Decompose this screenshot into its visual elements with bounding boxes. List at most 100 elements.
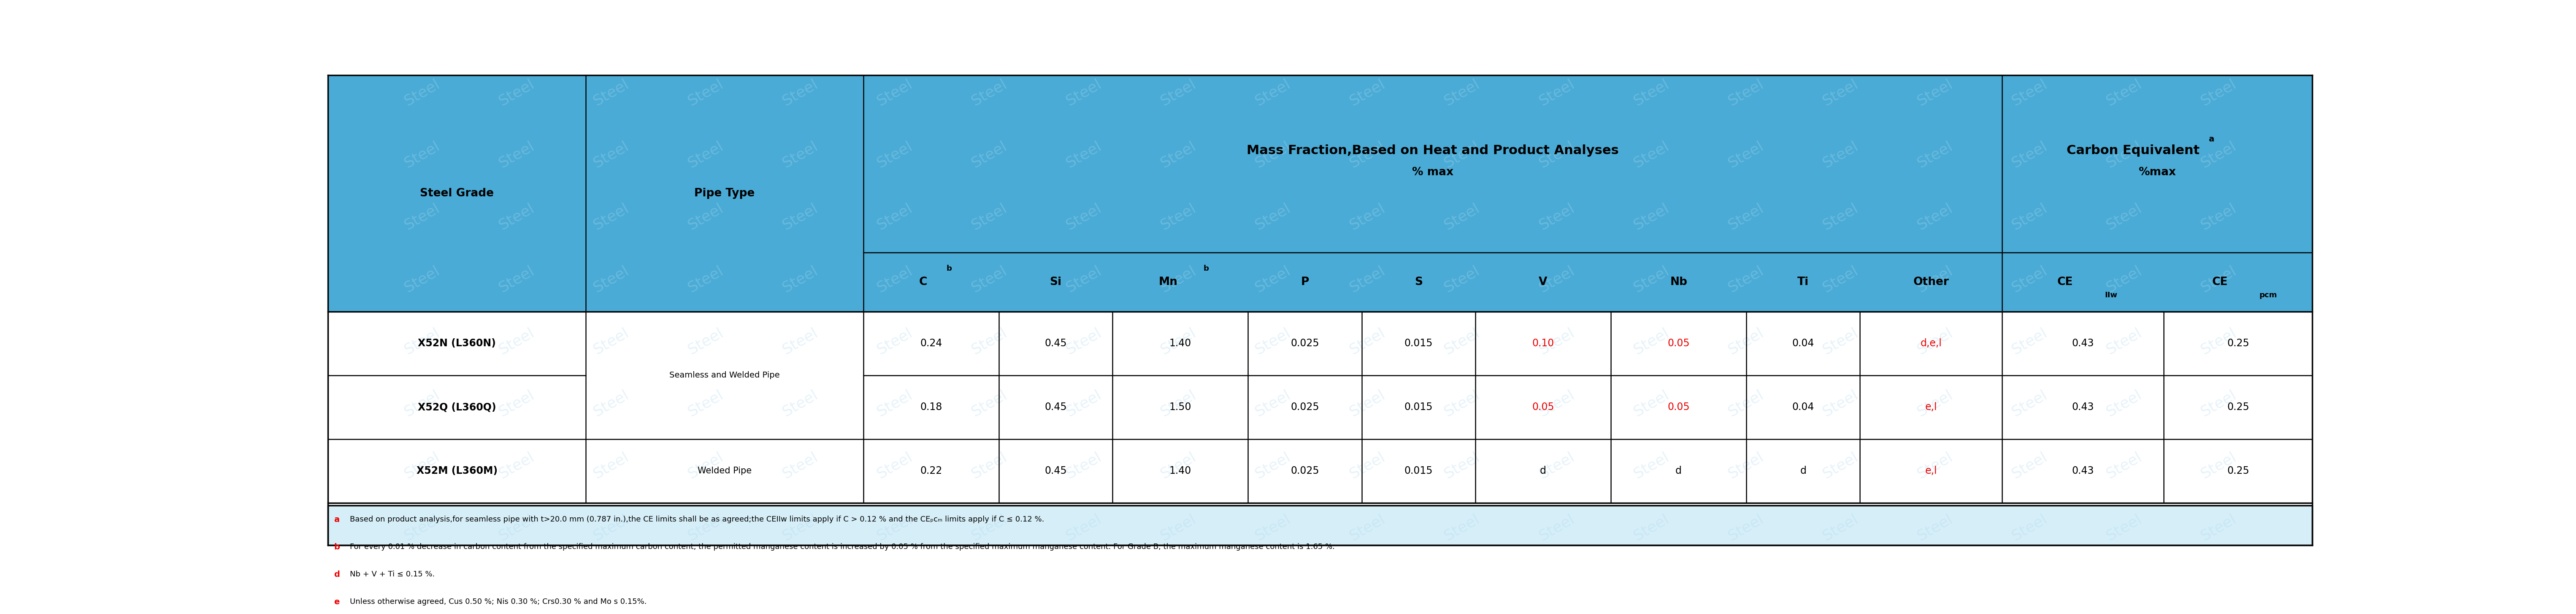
Text: a: a [335,516,340,524]
Text: Steel: Steel [1821,201,1860,233]
Text: Steel: Steel [1159,449,1198,481]
Text: Steel: Steel [873,387,914,419]
Text: Steel: Steel [1347,263,1388,295]
Text: Steel: Steel [2009,201,2050,233]
Text: 0.25: 0.25 [2228,338,2249,349]
Text: Steel: Steel [497,201,536,233]
Text: Steel: Steel [1064,387,1105,419]
Text: Steel: Steel [2009,263,2050,295]
Text: Ti: Ti [1798,276,1808,287]
Text: Steel: Steel [1726,77,1767,109]
Text: Steel: Steel [1535,263,1577,295]
Text: Steel: Steel [2105,201,2143,233]
Text: Unless otherwise agreed, Cus 0.50 %; Nis 0.30 %; Crs0.30 % and Mo s 0.15%.: Unless otherwise agreed, Cus 0.50 %; Nis… [350,598,647,605]
Text: Steel: Steel [1443,139,1481,171]
Text: 0.10: 0.10 [1533,338,1553,349]
Text: 0.25: 0.25 [2228,402,2249,412]
Text: 0.05: 0.05 [1533,402,1553,412]
Text: Steel: Steel [1064,139,1105,171]
Text: Steel: Steel [1159,263,1198,295]
Text: Steel: Steel [1631,325,1672,357]
Text: Steel: Steel [1159,201,1198,233]
Text: Steel: Steel [1064,511,1105,543]
Text: Steel: Steel [1347,511,1388,543]
Text: Steel: Steel [402,449,443,481]
Text: Steel: Steel [2009,139,2050,171]
Text: Steel: Steel [1726,387,1767,419]
Text: Steel: Steel [685,511,726,543]
Text: d: d [1540,466,1546,476]
Text: Steel: Steel [969,77,1010,109]
Text: Steel: Steel [2197,263,2239,295]
Text: IIw: IIw [2105,292,2117,299]
Text: Other: Other [1914,276,1950,287]
Text: Steel: Steel [402,139,443,171]
Text: Steel: Steel [685,263,726,295]
Text: Steel: Steel [1252,263,1293,295]
Text: %max: %max [2138,167,2177,177]
Text: Steel: Steel [781,77,819,109]
Text: Steel: Steel [1443,77,1481,109]
Text: Steel: Steel [2009,325,2050,357]
Text: CE: CE [2058,276,2074,287]
Text: Steel: Steel [1726,325,1767,357]
Text: Steel: Steel [1914,263,1955,295]
Text: Steel: Steel [1252,325,1293,357]
Text: Steel: Steel [781,139,819,171]
Text: Steel: Steel [1535,139,1577,171]
Text: Steel: Steel [969,387,1010,419]
Text: Steel: Steel [1252,387,1293,419]
Text: X52N (L360N): X52N (L360N) [417,338,497,349]
Text: 1.40: 1.40 [1170,338,1190,349]
Text: Steel: Steel [2009,77,2050,109]
Text: Steel: Steel [1631,77,1672,109]
Text: Steel: Steel [685,201,726,233]
Text: Steel: Steel [1252,77,1293,109]
Text: b: b [335,543,340,551]
Text: Steel: Steel [1535,201,1577,233]
Text: Steel: Steel [1821,449,1860,481]
Text: X52M (L360M): X52M (L360M) [417,466,497,476]
Text: Steel: Steel [1726,449,1767,481]
Text: Steel: Steel [781,263,819,295]
Text: e,l: e,l [1924,402,1937,412]
Text: 0.04: 0.04 [1793,402,1814,412]
Text: Steel: Steel [873,325,914,357]
Text: Steel: Steel [590,511,631,543]
Text: 0.025: 0.025 [1291,466,1319,476]
Text: Mn: Mn [1159,276,1177,287]
Text: Steel: Steel [873,263,914,295]
Text: Steel: Steel [685,139,726,171]
Text: 0.25: 0.25 [2228,466,2249,476]
Text: Steel: Steel [1631,201,1672,233]
Text: Steel: Steel [873,511,914,543]
Text: Steel: Steel [497,449,536,481]
Text: Steel: Steel [2197,201,2239,233]
Text: Steel: Steel [1914,139,1955,171]
Text: Mass Fraction,Based on Heat and Product Analyses: Mass Fraction,Based on Heat and Product … [1247,144,1618,157]
Text: Steel: Steel [1535,511,1577,543]
Bar [327,505,2313,545]
Text: Steel Grade: Steel Grade [420,188,495,199]
Text: Steel: Steel [781,201,819,233]
Text: Steel: Steel [497,263,536,295]
Text: Pipe Type: Pipe Type [696,188,755,199]
Text: Steel: Steel [1726,263,1767,295]
Text: Steel: Steel [1914,77,1955,109]
Text: 0.05: 0.05 [1667,402,1690,412]
Text: Steel: Steel [969,449,1010,481]
Text: Steel: Steel [402,77,443,109]
Text: b: b [1203,265,1208,273]
Text: Steel: Steel [497,387,536,419]
Text: Steel: Steel [1347,201,1388,233]
Text: 0.43: 0.43 [2071,466,2094,476]
Text: Steel: Steel [1726,139,1767,171]
Text: Steel: Steel [1631,263,1672,295]
Text: Nb + V + Ti ≤ 0.15 %.: Nb + V + Ti ≤ 0.15 %. [350,570,435,578]
Text: Steel: Steel [685,449,726,481]
Text: Steel: Steel [1443,449,1481,481]
Text: Steel: Steel [590,263,631,295]
Text: 0.025: 0.025 [1291,402,1319,412]
Text: Steel: Steel [969,325,1010,357]
Text: 0.015: 0.015 [1404,338,1432,349]
